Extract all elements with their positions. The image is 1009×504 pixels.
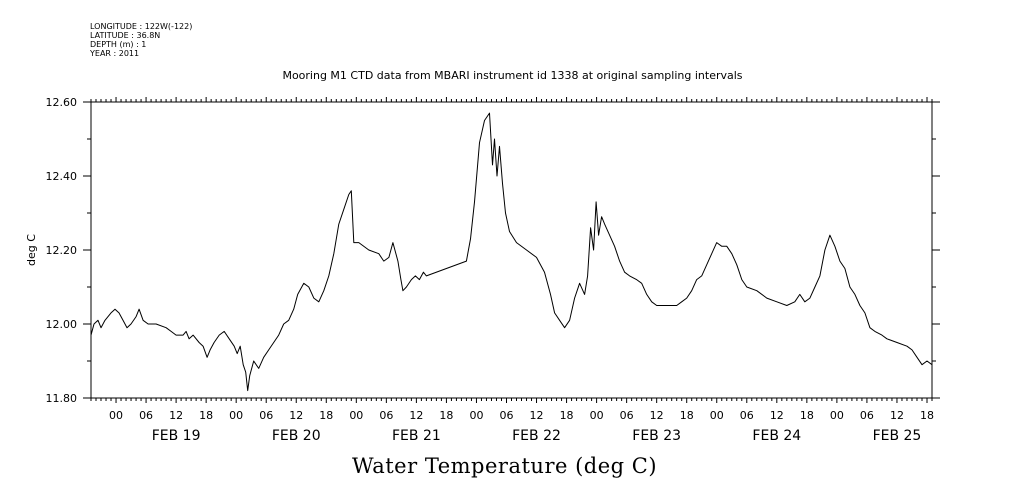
x-tick-label: 00 xyxy=(109,409,123,422)
y-tick-label: 12.40 xyxy=(46,170,78,183)
day-label: FEB 21 xyxy=(392,428,441,444)
y-tick-label: 12.00 xyxy=(46,318,78,331)
x-tick-label: 12 xyxy=(770,409,784,422)
temperature-line xyxy=(90,112,933,392)
series-group xyxy=(90,112,933,392)
y-tick-label: 12.60 xyxy=(46,96,78,109)
x-axis-ticks: 00 06 12 18 00 06 12 18 00 06 12 18 00 06 12 18 00 06 12 18… xyxy=(90,97,934,444)
day-label: FEB 22 xyxy=(512,428,561,444)
plot-frame xyxy=(90,101,933,399)
x-tick-label: 06 xyxy=(499,409,513,422)
x-tick-label: 12 xyxy=(650,409,664,422)
x-tick-label: 18 xyxy=(199,409,213,422)
x-tick-label: 00 xyxy=(710,409,724,422)
x-tick-label: 00 xyxy=(590,409,604,422)
x-tick-label: 06 xyxy=(379,409,393,422)
x-tick-label: 18 xyxy=(920,409,934,422)
x-tick-label: 18 xyxy=(319,409,333,422)
x-tick-label: 12 xyxy=(289,409,303,422)
y-axis-label: deg C xyxy=(25,234,38,266)
y-tick-label: 11.80 xyxy=(46,392,78,405)
chart-title: Mooring M1 CTD data from MBARI instrumen… xyxy=(282,69,743,82)
x-tick-label: 00 xyxy=(349,409,363,422)
x-tick-label: 12 xyxy=(169,409,183,422)
x-tick-label: 12 xyxy=(530,409,544,422)
x-tick-label: 06 xyxy=(139,409,153,422)
day-label: FEB 25 xyxy=(873,428,922,444)
day-label: FEB 19 xyxy=(152,428,201,444)
y-axis-ticks: 11.80 12.00 12.20 12.40 12.60 xyxy=(46,96,940,405)
day-label: FEB 23 xyxy=(632,428,681,444)
x-tick-label: 18 xyxy=(800,409,814,422)
x-tick-label: 00 xyxy=(469,409,483,422)
x-tick-label: 18 xyxy=(560,409,574,422)
year-label: YEAR : 2011 xyxy=(90,49,140,58)
station-info: LONGITUDE : 122W(-122) LATITUDE : 36.8N … xyxy=(90,22,192,58)
x-tick-label: 12 xyxy=(890,409,904,422)
x-tick-label: 06 xyxy=(259,409,273,422)
day-label: FEB 20 xyxy=(272,428,321,444)
x-tick-label: 00 xyxy=(830,409,844,422)
longitude-label: LONGITUDE : 122W(-122) xyxy=(90,22,193,31)
x-tick-label: 06 xyxy=(620,409,634,422)
x-tick-label: 12 xyxy=(409,409,423,422)
depth-label: DEPTH (m) : 1 xyxy=(90,40,147,49)
x-axis-label: Water Temperature (deg C) xyxy=(351,454,658,478)
x-tick-label: 06 xyxy=(860,409,874,422)
latitude-label: LATITUDE : 36.8N xyxy=(90,31,161,40)
x-tick-label: 06 xyxy=(740,409,754,422)
y-tick-label: 12.20 xyxy=(46,244,78,257)
x-tick-label: 18 xyxy=(680,409,694,422)
day-label: FEB 24 xyxy=(752,428,801,444)
x-tick-label: 18 xyxy=(439,409,453,422)
x-tick-label: 00 xyxy=(229,409,243,422)
